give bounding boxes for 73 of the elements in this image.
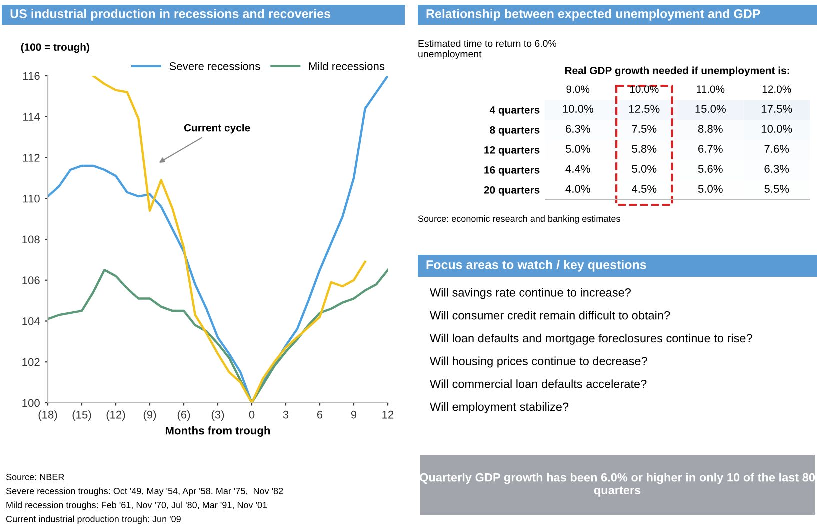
data-label: 6.7%: [698, 145, 723, 153]
data-label: 5.0%: [698, 185, 723, 193]
data-label: 10.0%: [762, 125, 792, 133]
y-tick-label: 116: [23, 72, 40, 80]
y-tick-label: 8 quarters: [490, 126, 540, 136]
y-tick-label: 112: [23, 154, 40, 162]
y-axis-title: (100 = trough): [21, 43, 90, 54]
y-tick-label: 12 quarters: [484, 146, 540, 156]
text: Will commercial loan defaults accelerate?: [430, 380, 647, 388]
x-tick-label: (12): [106, 410, 126, 421]
data-label: 12.5%: [629, 105, 660, 113]
data-label: 6.3%: [566, 125, 590, 133]
y-tick-label: 104: [22, 318, 40, 326]
data-label: 10.0%: [563, 105, 594, 113]
x-tick-label: 6: [317, 410, 323, 419]
chart-title: US industrial production in recessions and recoveries: [10, 9, 330, 21]
x-tick-label: 10.0%: [630, 86, 659, 94]
x-tick-label: (9): [144, 410, 156, 421]
text: Mild recession troughs: Feb '61, Nov '70, Jul '80, Mar '91, Nov '01: [6, 502, 268, 510]
data-label: 5.0%: [632, 165, 657, 173]
text: Will employment stabilize?: [430, 402, 569, 414]
text: Quarterly GDP growth has been 6.0% or higher in only 10 of the last 80 quarters: [420, 473, 816, 497]
text: Will loan defaults and mortgage foreclosures continue to rise?: [430, 334, 752, 345]
x-axis-title: Months from trough: [166, 426, 270, 437]
y-tick-label: 102: [22, 358, 40, 366]
x-tick-label: 12: [382, 410, 394, 419]
x-tick-label: 3: [283, 410, 289, 419]
data-label: 7.5%: [632, 125, 657, 133]
x-tick-label: (3): [212, 410, 224, 421]
data-label: 17.5%: [762, 105, 792, 113]
source-note: Source: NBER: [6, 474, 64, 480]
x-tick-label: (6): [178, 410, 190, 421]
y-tick-label: 20 quarters: [484, 186, 540, 196]
chart-title: Relationship between expected unemployment and GDP: [426, 9, 760, 21]
x-axis-title: Real GDP growth needed if unemployment is:: [565, 66, 790, 77]
x-tick-label: 11.0%: [697, 86, 725, 94]
x-tick-label: 9: [351, 410, 357, 419]
x-tick-label: 12.0%: [762, 86, 792, 94]
x-tick-label: 9.0%: [566, 86, 590, 94]
y-tick-label: 110: [23, 194, 40, 203]
data-label: 5.6%: [698, 165, 723, 173]
text: Current industrial production trough: Jun '09: [6, 516, 181, 524]
source-note: Source: economic research and banking estimates: [418, 215, 620, 224]
y-tick-label: 16 quarters: [484, 166, 540, 176]
data-label: 5.0%: [566, 145, 590, 153]
text: Will consumer credit remain difficult to obtain?: [430, 311, 670, 320]
data-label: 4.4%: [566, 165, 590, 173]
data-label: 5.5%: [764, 185, 790, 193]
data-label: 7.6%: [764, 145, 790, 153]
y-axis-title: Estimated time to return to 6.0% unemployment: [418, 40, 557, 60]
x-tick-label: (15): [72, 410, 92, 421]
data-label: 5.8%: [632, 145, 657, 153]
legend-label: Mild recessions: [309, 62, 385, 70]
annotation: Current cycle: [184, 124, 250, 134]
data-label: 4.5%: [632, 185, 657, 193]
x-tick-label: (18): [38, 410, 58, 421]
data-label: 4.0%: [566, 185, 590, 193]
x-tick-label: 0: [249, 410, 255, 419]
line-series: [48, 76, 388, 403]
text: Focus areas to watch / key questions: [426, 260, 646, 272]
data-label: 6.3%: [764, 165, 790, 173]
y-tick-label: 4 quarters: [490, 106, 540, 116]
y-tick-label: 106: [22, 276, 40, 285]
legend-label: Severe recessions: [170, 62, 260, 70]
text: Will housing prices continue to decrease?: [430, 356, 648, 368]
y-tick-label: 100: [22, 399, 40, 408]
line-series: [92, 76, 366, 403]
data-label: 8.8%: [698, 125, 723, 133]
y-tick-label: 114: [23, 113, 40, 121]
text: Will savings rate continue to increase?: [430, 288, 631, 300]
y-tick-label: 108: [22, 236, 40, 244]
text: Severe recession troughs: Oct '49, May '54, Apr '58, Mar '75, Nov '82: [6, 488, 284, 496]
data-label: 15.0%: [696, 105, 726, 113]
